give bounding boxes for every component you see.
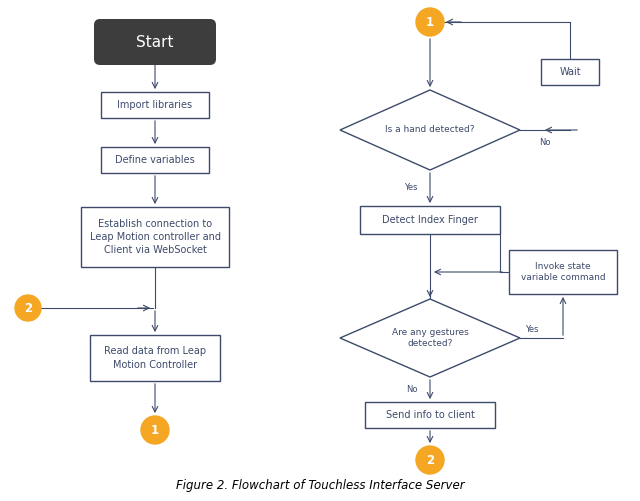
Polygon shape [340,90,520,170]
Text: Yes: Yes [525,325,538,334]
Text: Establish connection to
Leap Motion controller and
Client via WebSocket: Establish connection to Leap Motion cont… [90,219,221,255]
Circle shape [416,446,444,474]
Circle shape [15,295,41,321]
Text: 2: 2 [426,453,434,466]
Text: Detect Index Finger: Detect Index Finger [382,215,478,225]
Text: Start: Start [136,35,173,50]
FancyBboxPatch shape [94,19,216,65]
Text: Is a hand detected?: Is a hand detected? [385,125,475,134]
Text: Are any gestures
detected?: Are any gestures detected? [392,328,468,348]
Text: Figure 2. Flowchart of Touchless Interface Server: Figure 2. Flowchart of Touchless Interfa… [176,479,464,492]
Bar [81,207,229,267]
Bar [360,206,500,234]
Bar [541,59,599,85]
Text: Send info to client: Send info to client [385,410,474,420]
Circle shape [416,8,444,36]
Text: No: No [540,138,551,147]
Text: Read data from Leap
Motion Controller: Read data from Leap Motion Controller [104,346,206,370]
Text: No: No [406,385,418,394]
Text: Yes: Yes [404,183,418,192]
Text: Define variables: Define variables [115,155,195,165]
Polygon shape [340,299,520,377]
Circle shape [141,416,169,444]
Text: 1: 1 [426,16,434,29]
Bar [509,250,617,294]
Bar [101,147,209,173]
Text: 1: 1 [151,423,159,436]
Bar [101,92,209,118]
Text: Invoke state
variable command: Invoke state variable command [521,262,605,283]
Text: 2: 2 [24,302,32,315]
Text: Import libraries: Import libraries [117,100,193,110]
Text: Wait: Wait [559,67,581,77]
Bar [365,402,495,428]
Bar [90,335,220,381]
